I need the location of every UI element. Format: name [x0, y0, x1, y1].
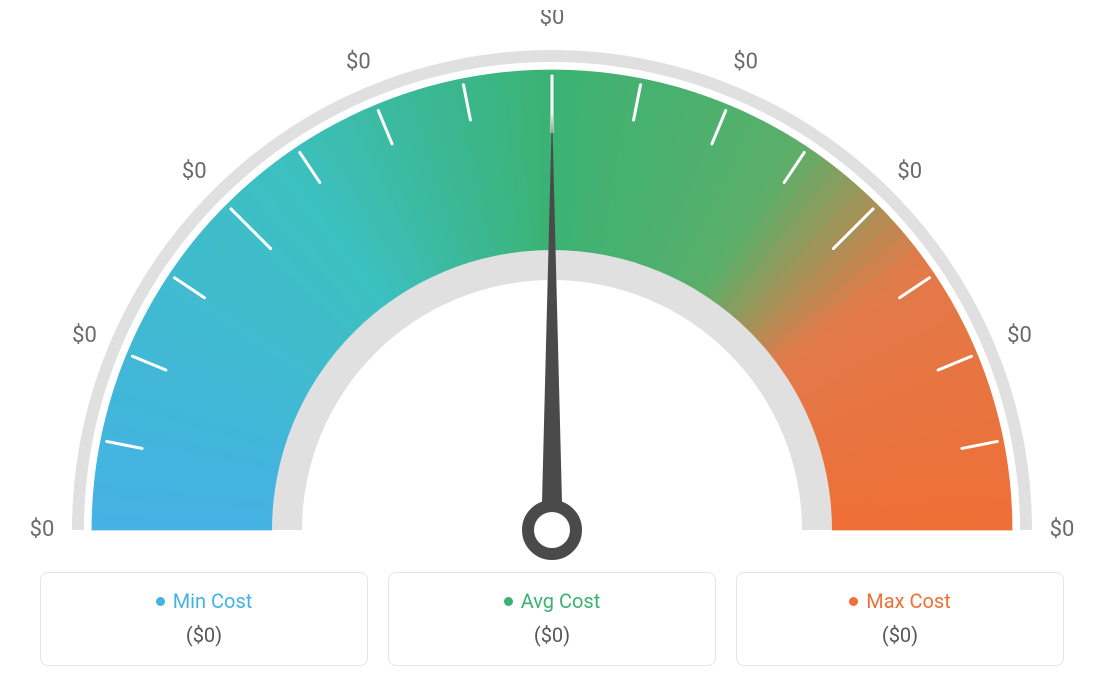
legend-value-min: ($0)	[51, 623, 357, 647]
gauge-tick-label: $0	[30, 517, 55, 542]
gauge-tick-label: $0	[897, 159, 922, 184]
legend-title-min: Min Cost	[173, 589, 253, 613]
gauge-tick-label: $0	[1050, 517, 1075, 542]
legend-value-max: ($0)	[747, 623, 1053, 647]
gauge-tick-label: $0	[346, 49, 371, 74]
legend-card-avg: Avg Cost ($0)	[388, 572, 716, 666]
legend-card-min: Min Cost ($0)	[40, 572, 368, 666]
gauge-tick-label: $0	[540, 10, 565, 30]
gauge-svg: $0 $0 $0 $0 $0 $0 $0 $0 $0	[0, 10, 1104, 570]
legend-value-avg: ($0)	[399, 623, 705, 647]
cost-gauge: $0 $0 $0 $0 $0 $0 $0 $0 $0	[0, 10, 1104, 570]
legend-title-line: Avg Cost	[504, 589, 601, 613]
gauge-needle-hub	[528, 506, 576, 554]
legend-title-avg: Avg Cost	[521, 589, 601, 613]
legend-title-line: Min Cost	[156, 589, 253, 613]
legend-dot-min	[156, 597, 165, 606]
legend-title-line: Max Cost	[849, 589, 951, 613]
legend-card-max: Max Cost ($0)	[736, 572, 1064, 666]
gauge-tick-label: $0	[182, 159, 207, 184]
legend-dot-avg	[504, 597, 513, 606]
legend-title-max: Max Cost	[866, 589, 951, 613]
legend-row: Min Cost ($0) Avg Cost ($0) Max Cost ($0…	[40, 572, 1064, 666]
gauge-tick-label: $0	[1007, 323, 1032, 348]
gauge-tick-label: $0	[72, 323, 97, 348]
gauge-tick-label: $0	[733, 49, 758, 74]
legend-dot-max	[849, 597, 858, 606]
